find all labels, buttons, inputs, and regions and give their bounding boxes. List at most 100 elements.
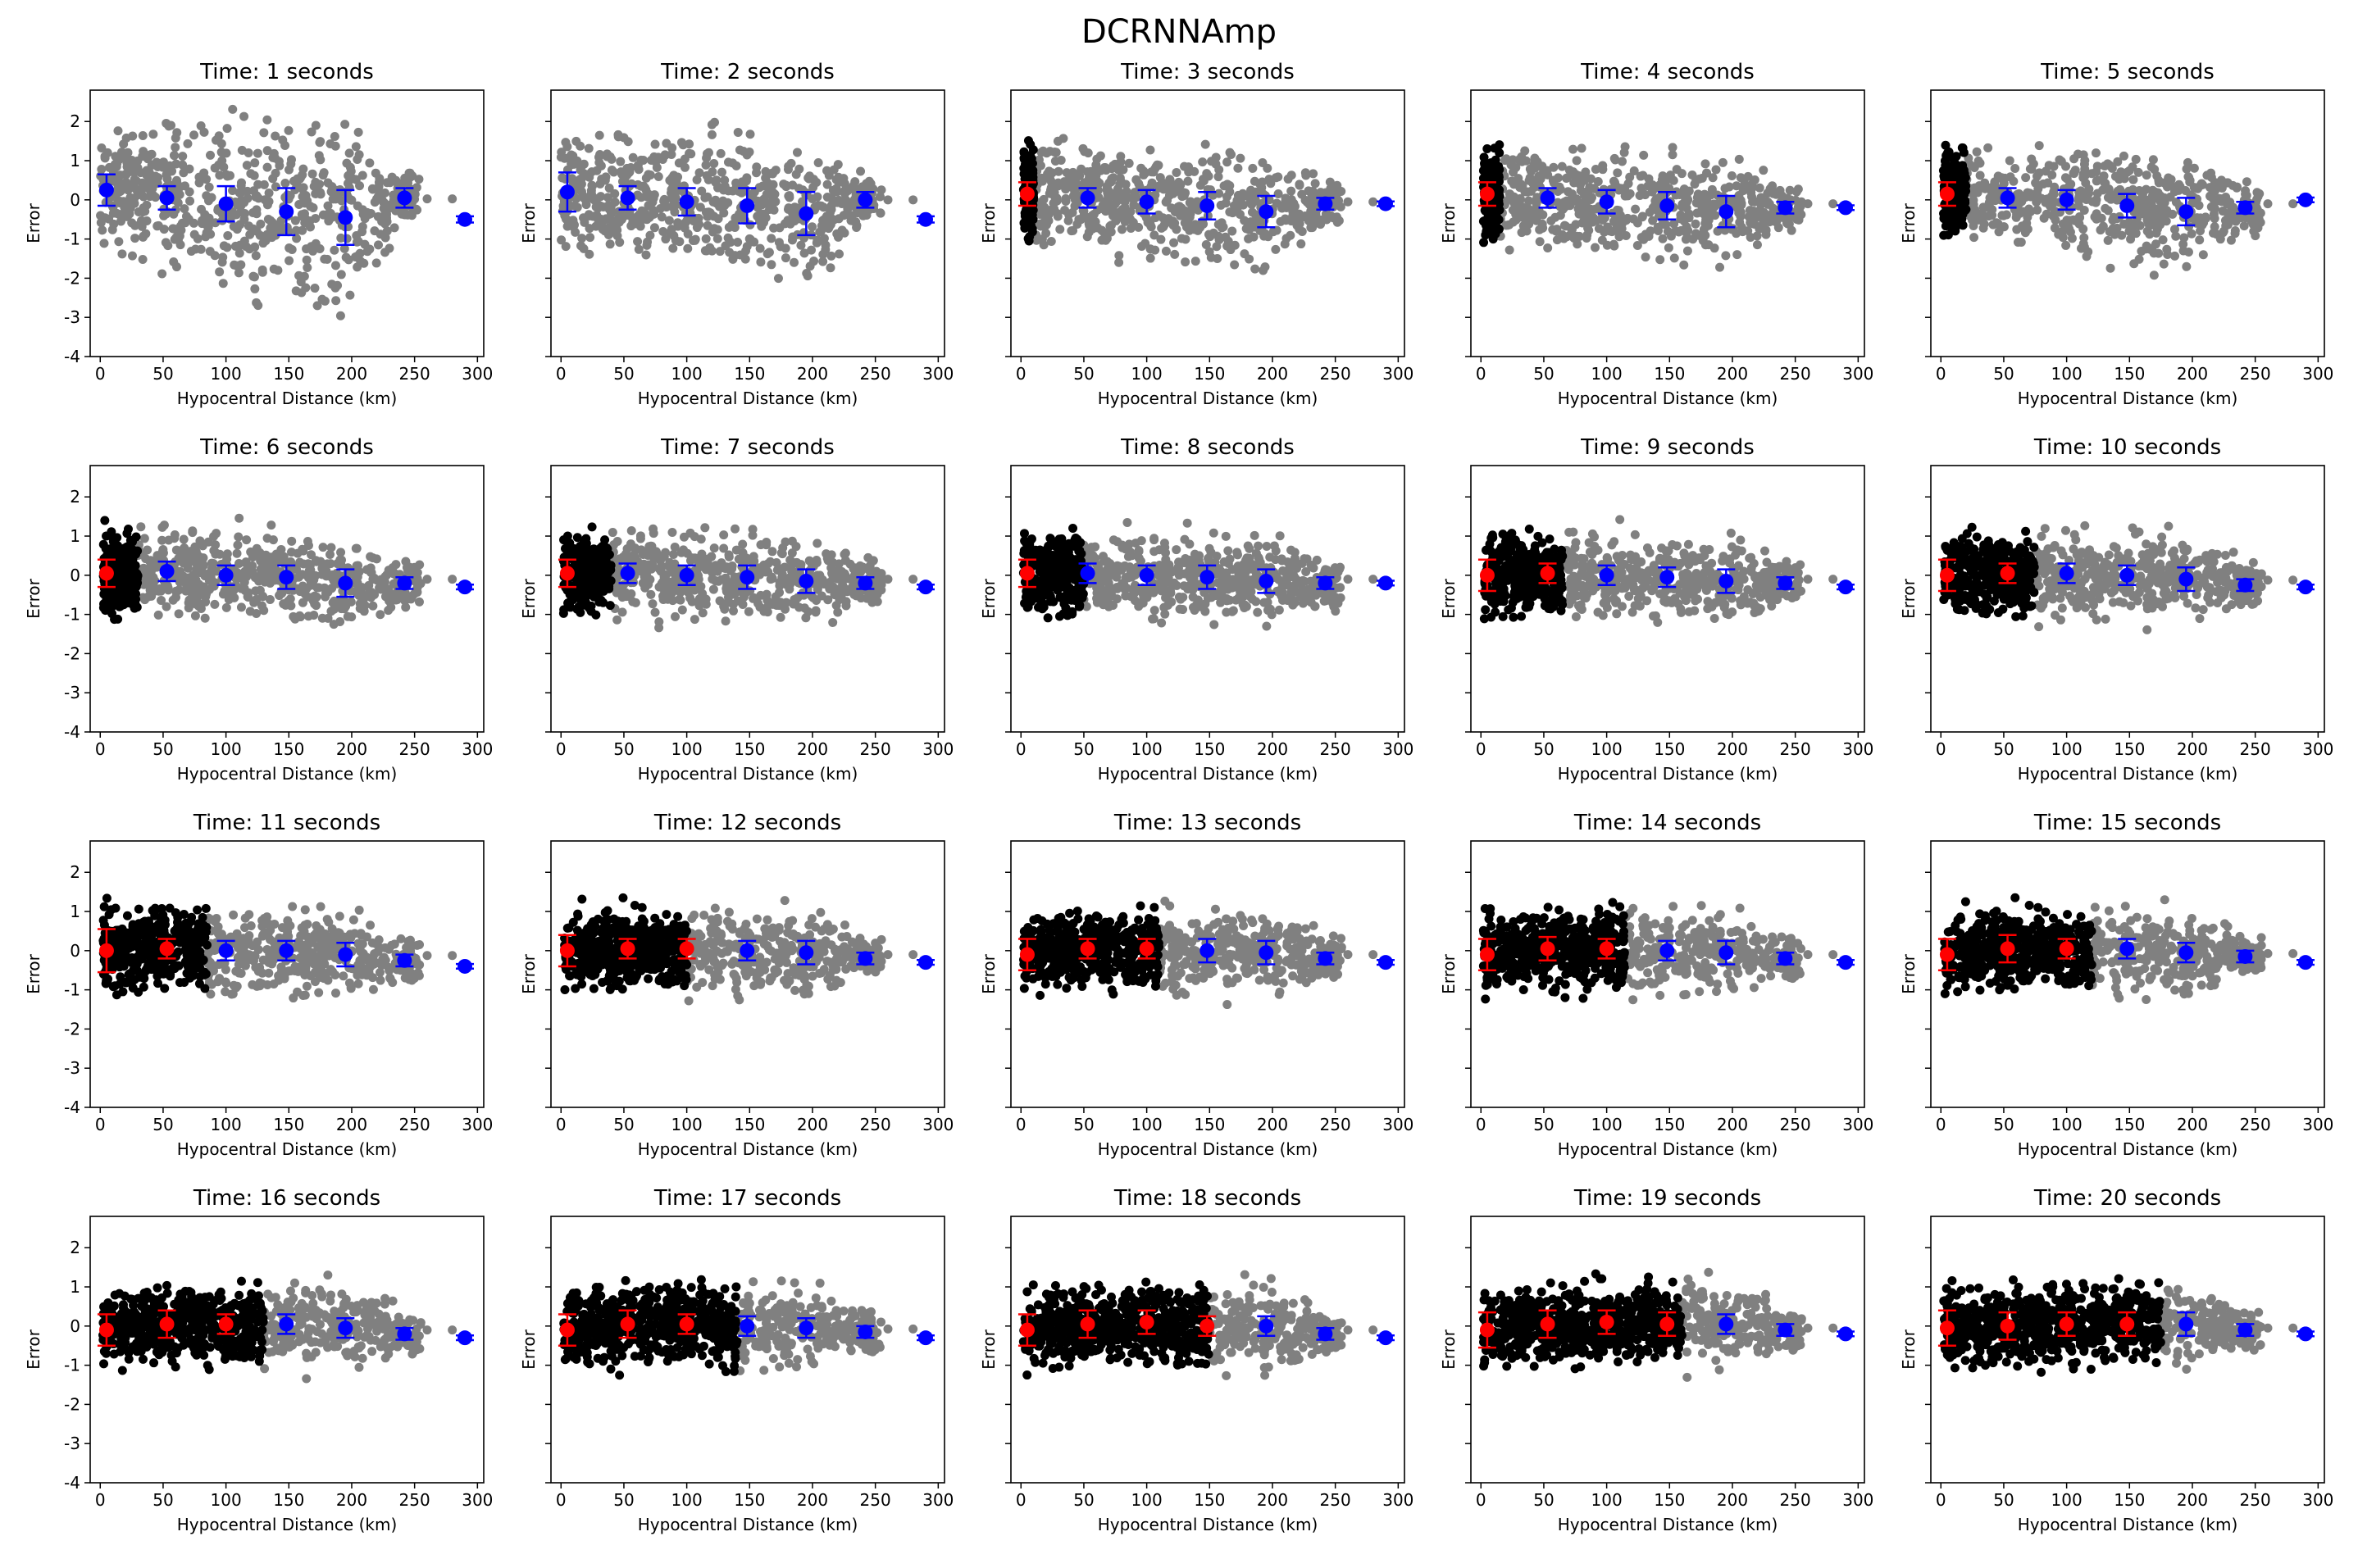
far-point (271, 182, 280, 192)
far-point (1501, 154, 1511, 164)
y-tick-label: -4 (64, 347, 80, 366)
far-point (1543, 243, 1553, 253)
far-point (359, 607, 369, 616)
far-point (191, 554, 201, 564)
x-tick-label: 150 (1654, 364, 1685, 384)
far-point (1632, 240, 1642, 250)
far-point (350, 576, 360, 586)
far-point (1114, 251, 1124, 261)
far-point (256, 219, 266, 229)
far-point (253, 148, 262, 158)
far-point (305, 216, 315, 225)
far-point (1105, 221, 1115, 231)
far-point (313, 180, 323, 189)
far-point (383, 588, 393, 598)
near-point (1960, 178, 1969, 188)
far-point (1259, 231, 1269, 241)
far-point (1589, 184, 1599, 193)
far-point (2092, 176, 2101, 186)
far-point (222, 243, 232, 252)
far-point (330, 131, 339, 141)
far-point (1219, 181, 1229, 191)
far-point (283, 596, 293, 606)
far-point (1743, 171, 1753, 181)
far-point (1610, 155, 1620, 165)
far-point (2152, 193, 2162, 203)
far-point (169, 257, 179, 267)
far-point (2182, 261, 2192, 271)
far-point (1266, 179, 1276, 189)
near-point (1026, 139, 1036, 149)
far-point (661, 234, 671, 244)
far-point (99, 239, 109, 248)
far-point (292, 234, 302, 243)
far-point (657, 212, 667, 222)
far-point (1557, 161, 1567, 171)
far-point (165, 161, 175, 170)
far-point (1793, 202, 1803, 212)
x-tick-label: 150 (273, 364, 304, 384)
far-point (594, 130, 604, 140)
far-point (1700, 218, 1710, 228)
far-point (1532, 193, 1542, 202)
far-point (576, 177, 585, 187)
near-point (1947, 206, 1957, 216)
far-point (580, 217, 590, 227)
far-point (604, 184, 614, 193)
far-point (296, 173, 306, 183)
far-point (171, 558, 180, 568)
far-point (196, 244, 206, 254)
far-point (608, 216, 618, 226)
far-point (262, 146, 272, 156)
far-point (799, 248, 809, 258)
far-point (1316, 215, 1326, 225)
far-point (679, 219, 689, 229)
x-tick-label: 250 (399, 739, 430, 759)
x-tick-label: 300 (462, 739, 493, 759)
far-point (401, 602, 411, 612)
far-point (826, 205, 836, 215)
far-point (336, 233, 346, 243)
y-axis-label: Error (979, 202, 999, 243)
far-point (316, 155, 325, 165)
far-point (739, 147, 749, 157)
far-point (1620, 142, 1630, 152)
far-point (2217, 183, 2227, 193)
far-point (1979, 203, 1989, 213)
near-point (1488, 234, 1498, 244)
x-tick-label: 250 (860, 364, 891, 384)
mean-marker (1199, 198, 1215, 213)
far-point (1704, 240, 1714, 250)
far-point (312, 301, 322, 311)
near-point (1489, 180, 1499, 189)
far-point (414, 175, 424, 184)
far-point (1561, 198, 1571, 207)
far-point (1663, 226, 1673, 236)
far-point (2061, 240, 2071, 250)
far-point (620, 174, 630, 184)
far-point (2183, 247, 2193, 257)
far-point (2205, 183, 2215, 193)
x-tick-label: 250 (1780, 364, 1811, 384)
x-tick-label: 200 (336, 364, 367, 384)
far-point (1283, 174, 1293, 184)
far-point (370, 226, 380, 236)
far-point (2050, 182, 2060, 192)
far-point (1997, 211, 2007, 220)
far-point (2011, 212, 2021, 222)
mean-marker (218, 196, 234, 211)
far-point (1664, 243, 1673, 252)
far-point (325, 550, 335, 560)
subplot-title: Time: 6 seconds (199, 435, 374, 460)
far-point (759, 194, 769, 204)
far-point (594, 152, 603, 162)
far-point (1591, 243, 1600, 252)
far-point (2110, 230, 2119, 239)
far-point (164, 121, 174, 131)
far-point (654, 623, 664, 633)
far-point (200, 613, 210, 623)
far-point (1140, 239, 1150, 248)
far-point (384, 606, 394, 616)
far-point (2051, 215, 2060, 225)
far-point (2082, 194, 2092, 204)
